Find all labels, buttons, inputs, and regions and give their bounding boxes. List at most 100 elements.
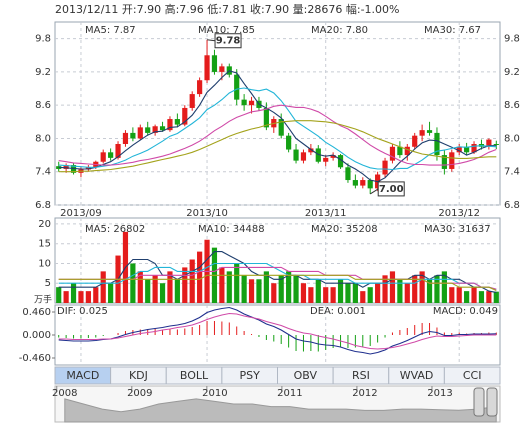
legend-label: MA5: 7.87 <box>85 25 136 36</box>
indicator-tab-label[interactable]: OBV <box>294 369 318 382</box>
volume-bar <box>145 279 151 303</box>
volume-bar <box>93 287 99 303</box>
candle-body <box>219 66 225 72</box>
candle-body <box>397 146 403 156</box>
volume-bar <box>397 279 403 303</box>
candle-body <box>412 135 418 147</box>
annotation-label: 9.78 <box>216 36 241 47</box>
volume-bar <box>337 279 344 303</box>
legend-label: MA10: 7.85 <box>198 25 255 36</box>
candle-body <box>419 130 425 136</box>
legend-label: MA30: 31637 <box>424 224 491 235</box>
scroll-handle-right[interactable] <box>486 387 498 417</box>
overview-area <box>64 398 497 423</box>
candle-body <box>278 119 284 136</box>
ma-line <box>58 306 497 355</box>
indicator-tab-label[interactable]: CCI <box>463 369 482 382</box>
chart-title: 2013/12/11 开:7.90 高:7.96 低:7.81 收:7.90 量… <box>55 2 400 16</box>
candle-body <box>464 146 470 153</box>
y-tick-label-right: 8.6 <box>504 100 520 111</box>
y-tick-label-right: 9.2 <box>504 67 520 78</box>
volume-bar <box>152 275 158 303</box>
indicator-tab-label[interactable]: RSI <box>352 369 370 382</box>
candle-body <box>182 107 188 125</box>
candle-body <box>441 155 447 169</box>
legend-label: MA10: 34488 <box>198 224 265 235</box>
volume-bar <box>486 291 492 303</box>
indicator-tab-label[interactable]: KDJ <box>129 369 148 382</box>
ma-line <box>58 262 497 290</box>
ma-line <box>58 104 497 166</box>
candle-body <box>108 152 114 158</box>
volume-bar <box>130 263 136 303</box>
y-tick-label-right: 8.0 <box>504 133 520 144</box>
volume-bar <box>85 291 91 303</box>
indicator-tab-label[interactable]: BOLL <box>180 369 209 382</box>
indicator-tab-label[interactable]: MACD <box>66 369 99 382</box>
y-tick-label: 8.6 <box>35 100 51 111</box>
y-tick-label: -0.460 <box>19 353 51 364</box>
candle-body <box>263 107 269 128</box>
candle-body <box>130 132 136 139</box>
y-tick-label: 10 <box>38 258 51 269</box>
volume-bar <box>56 287 62 303</box>
ma-line <box>58 120 497 173</box>
volume-bar <box>278 275 284 303</box>
volume-bar <box>286 271 292 303</box>
volume-bar <box>308 287 314 303</box>
timeline-label: 2010 <box>202 388 227 399</box>
candle-body <box>456 146 462 153</box>
volume-bar <box>226 271 232 303</box>
y-tick-label-right: 6.8 <box>504 200 520 211</box>
volume-bar <box>315 279 321 303</box>
scroll-handle-left[interactable] <box>473 387 485 417</box>
indicator-tab-label[interactable]: WVAD <box>400 369 434 382</box>
annotation-box <box>377 181 405 197</box>
candle-body <box>167 119 173 131</box>
volume-bar <box>404 283 410 303</box>
volume-bar <box>456 287 462 303</box>
candle-body <box>248 100 255 106</box>
legend-label: MACD: 0.049 <box>433 306 498 317</box>
candle-body <box>360 180 366 186</box>
volume-bar <box>330 287 336 303</box>
candle-body <box>189 94 195 108</box>
volume-bar <box>108 283 114 303</box>
candle-body <box>315 148 321 162</box>
volume-bar <box>70 283 77 303</box>
panel-frame <box>54 217 501 304</box>
volume-bar <box>300 283 307 303</box>
candle-body <box>382 160 388 175</box>
volume-bar <box>189 259 195 303</box>
ma-line <box>58 312 497 350</box>
annotation-leader <box>369 188 379 195</box>
candle-body <box>486 139 492 147</box>
legend-label: DIF: 0.025 <box>57 306 108 317</box>
volume-bar <box>241 275 247 303</box>
candle-body <box>493 144 499 145</box>
y-tick-label: 5 <box>45 278 51 289</box>
timeline-label: 2013 <box>427 388 452 399</box>
indicator-tab[interactable] <box>443 366 501 385</box>
y-tick-label: 9.8 <box>35 34 51 45</box>
candle-body <box>293 149 299 161</box>
volume-bar <box>449 287 455 303</box>
ma-line <box>58 87 497 171</box>
legend-label: MA20: 7.80 <box>311 25 368 36</box>
candle-body <box>234 74 240 100</box>
volume-bar <box>271 283 277 303</box>
volume-bar <box>412 275 418 303</box>
indicator-tab-label[interactable]: PSY <box>240 369 261 382</box>
volume-bar <box>441 271 447 303</box>
volume-bar <box>493 291 499 303</box>
candle-body <box>367 180 373 189</box>
candle-body <box>159 126 166 131</box>
candle-body <box>345 167 351 181</box>
candle-body <box>300 152 307 161</box>
x-tick-label: 2013/12 <box>438 208 480 219</box>
candle-body <box>323 157 329 162</box>
volume-bar <box>360 291 366 303</box>
y-tick-label: 0.460 <box>22 307 51 318</box>
candle-body <box>286 135 292 150</box>
volume-bar <box>174 279 180 303</box>
